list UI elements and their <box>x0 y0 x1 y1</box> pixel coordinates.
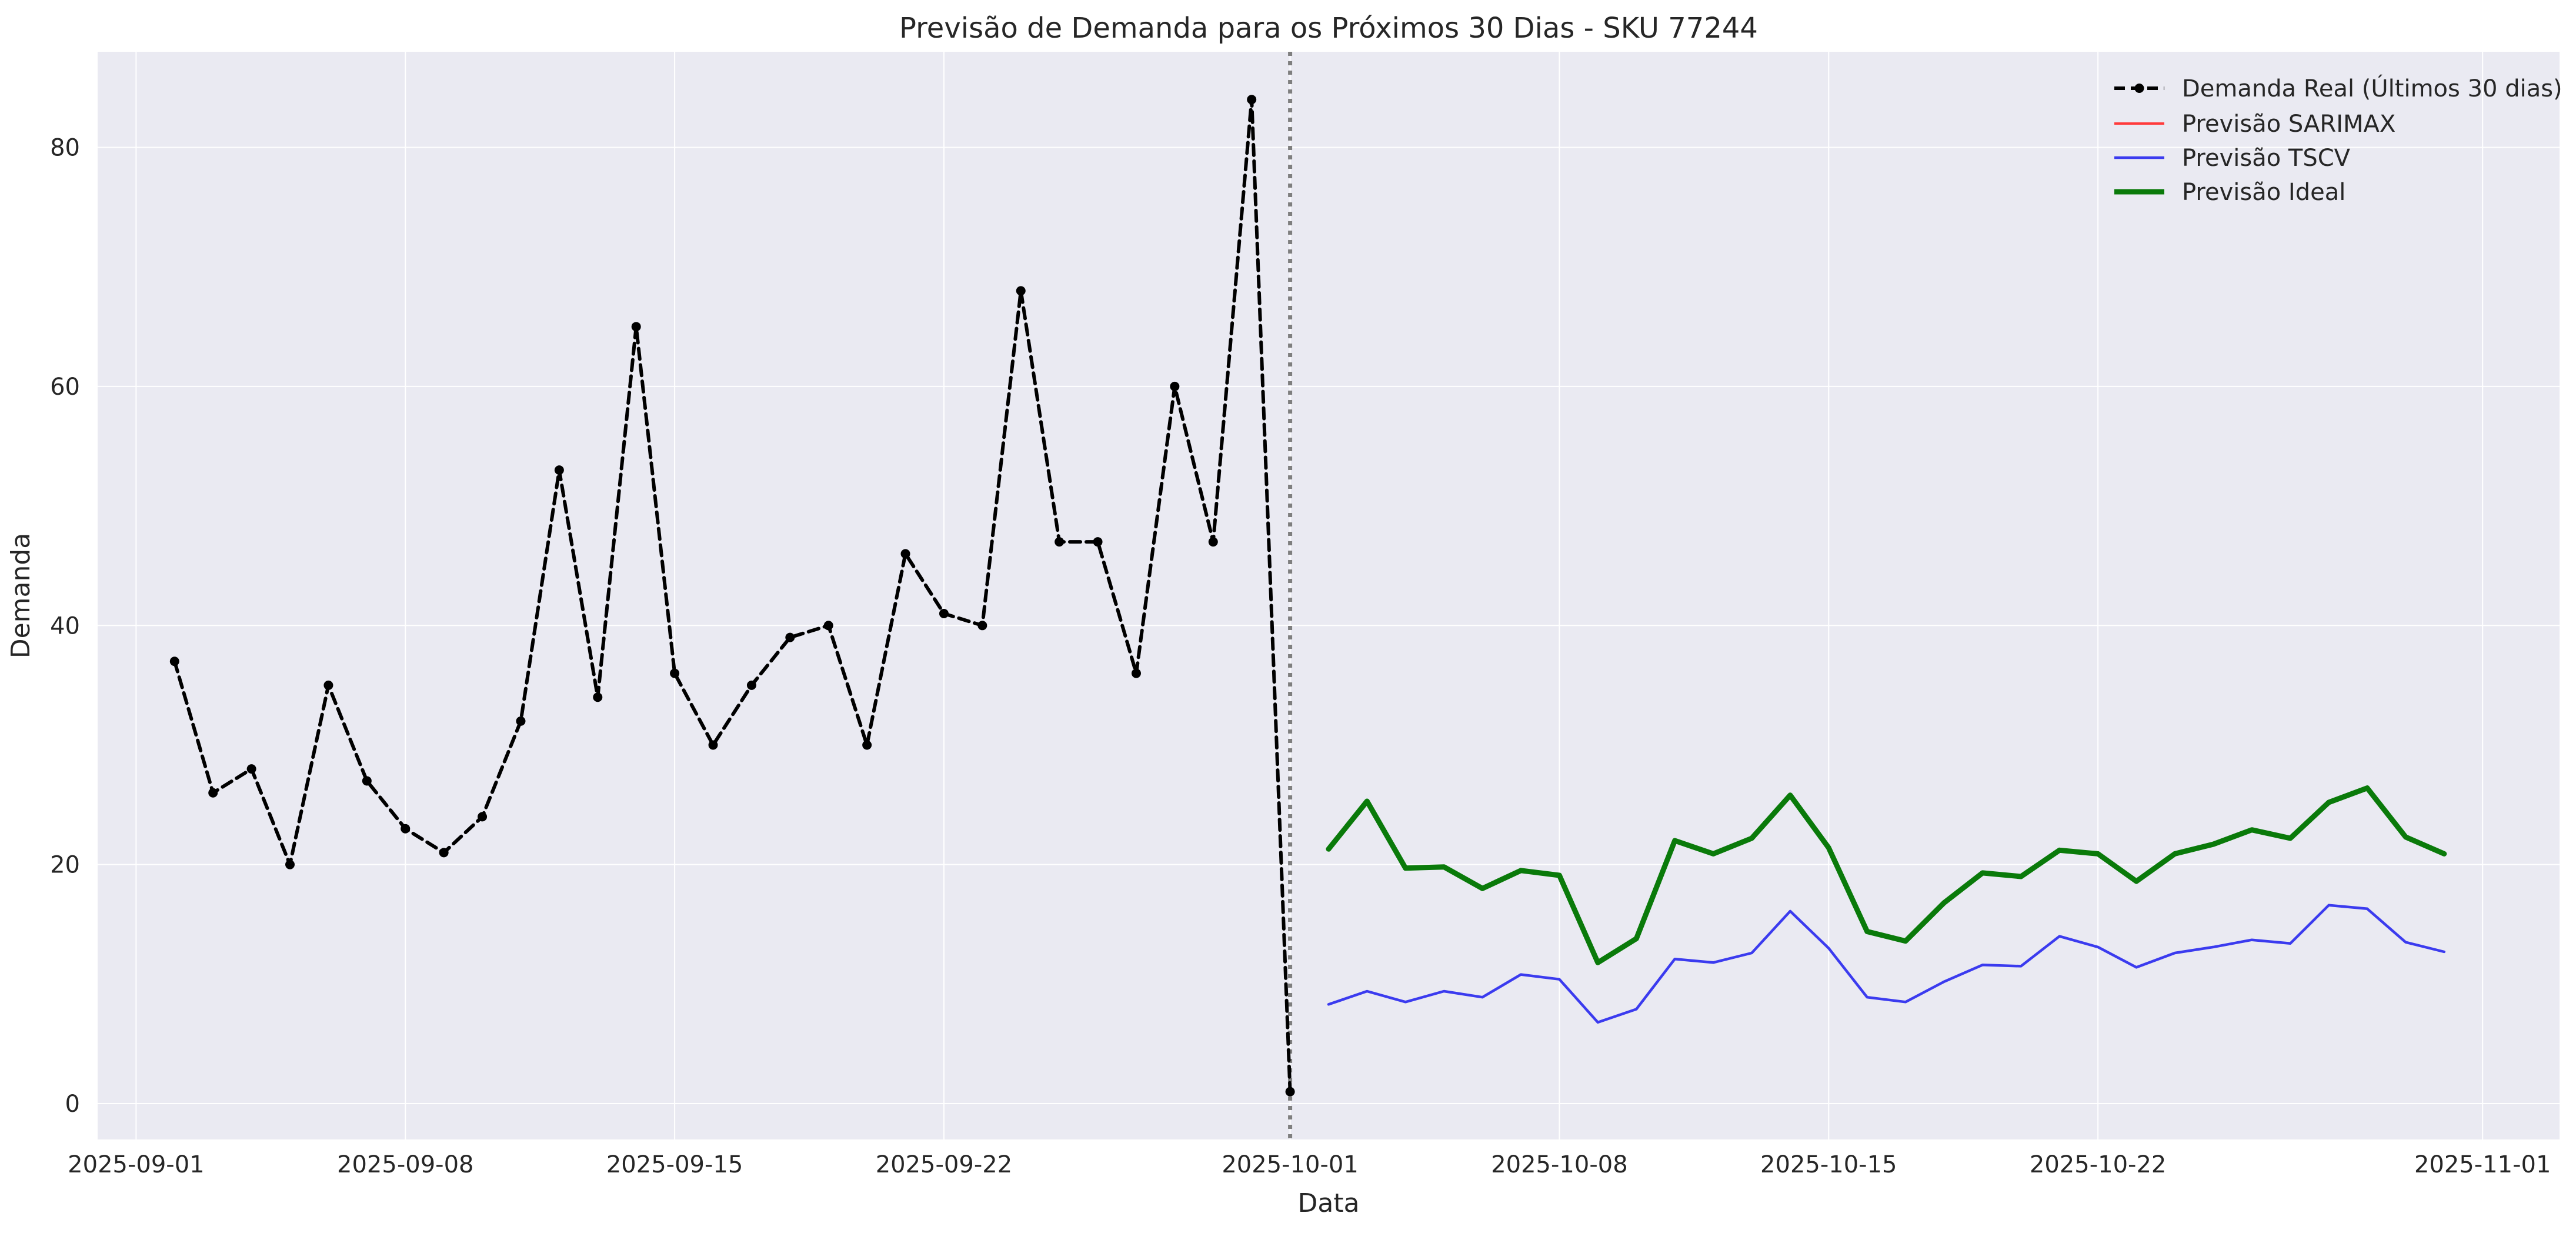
x-tick-label: 2025-09-08 <box>337 1151 473 1178</box>
data-point-real <box>208 788 218 798</box>
data-point-real <box>285 859 295 869</box>
series-line-real <box>172 98 1292 1094</box>
legend-item-real: Demanda Real (Últimos 30 dias) <box>2114 74 2562 102</box>
data-point-real <box>1285 1087 1295 1097</box>
data-point-real <box>631 322 641 332</box>
y-tick-label: 60 <box>50 374 80 401</box>
data-point-real <box>1093 537 1103 547</box>
x-axis-label: Data <box>1297 1188 1359 1218</box>
data-point-real <box>593 692 603 702</box>
y-tick-label: 0 <box>65 1091 80 1118</box>
x-tick-label: 2025-10-08 <box>1491 1151 1627 1178</box>
legend-item-ideal: Previsão Ideal <box>2114 179 2345 206</box>
series-layer <box>169 52 2447 1139</box>
x-tick-label: 2025-09-22 <box>876 1151 1012 1178</box>
x-tick-label: 2025-10-22 <box>2030 1151 2166 1178</box>
x-tick-label: 2025-09-01 <box>68 1151 204 1178</box>
data-point-real <box>1247 95 1257 105</box>
data-point-real <box>670 668 680 678</box>
data-point-real <box>554 465 564 475</box>
x-tick-label: 2025-10-01 <box>1222 1151 1358 1178</box>
data-point-real <box>977 621 987 631</box>
data-point-real <box>401 824 411 834</box>
data-point-real <box>746 680 756 690</box>
y-tick-label: 80 <box>50 135 80 162</box>
y-tick-label: 40 <box>50 612 80 639</box>
data-point-real <box>246 764 256 774</box>
data-point-real <box>478 812 488 822</box>
data-point-real <box>323 680 333 690</box>
data-point-real <box>785 632 795 642</box>
data-point-real <box>939 608 949 618</box>
data-point-real <box>516 716 526 726</box>
data-point-real <box>862 740 872 750</box>
legend-item-sarimax: Previsão SARIMAX <box>2114 111 2395 138</box>
data-point-real <box>1170 381 1180 391</box>
legend-marker-real <box>2134 84 2144 93</box>
data-point-real <box>708 740 718 750</box>
data-point-real <box>823 621 833 631</box>
legend-label-tscv: Previsão TSCV <box>2182 145 2351 172</box>
data-point-real <box>1131 668 1141 678</box>
y-tick-label: 20 <box>50 852 80 879</box>
x-tick-label: 2025-10-15 <box>1760 1151 1897 1178</box>
grid <box>98 52 2560 1139</box>
series-line-tscv <box>1327 904 2446 1024</box>
data-point-real <box>1055 537 1065 547</box>
data-point-real <box>439 848 449 858</box>
data-point-real <box>1208 537 1218 547</box>
data-point-real <box>169 657 179 667</box>
x-tick-label: 2025-09-15 <box>606 1151 743 1178</box>
x-tick-label: 2025-11-01 <box>2414 1151 2551 1178</box>
chart-title: Previsão de Demanda para os Próximos 30 … <box>899 12 1758 45</box>
legend-label-sarimax: Previsão SARIMAX <box>2182 111 2395 138</box>
legend-label-ideal: Previsão Ideal <box>2182 179 2345 206</box>
series-line-ideal <box>1326 785 2447 965</box>
plot-area <box>98 52 2560 1139</box>
legend-label-real: Demanda Real (Últimos 30 dias) <box>2182 74 2562 102</box>
legend-item-tscv: Previsão TSCV <box>2114 145 2351 172</box>
y-axis-label: Demanda <box>6 533 36 659</box>
legend: Demanda Real (Últimos 30 dias) Previsão … <box>2114 74 2562 206</box>
ticks: 0 20 40 60 80 2025-09-01 2025-09-08 2025-09-15 2… <box>50 135 2551 1178</box>
data-point-real <box>1016 286 1026 296</box>
data-point-real <box>900 549 910 559</box>
data-point-real <box>362 776 372 786</box>
